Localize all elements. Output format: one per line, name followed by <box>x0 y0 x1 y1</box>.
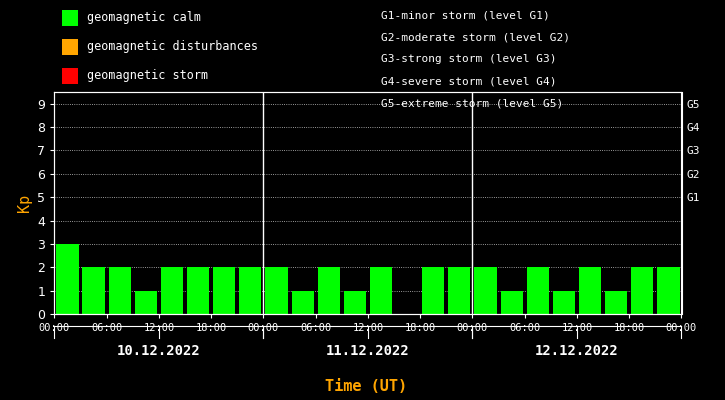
Text: G3-strong storm (level G3): G3-strong storm (level G3) <box>381 54 556 64</box>
Bar <box>213 267 236 314</box>
Text: geomagnetic storm: geomagnetic storm <box>87 69 208 82</box>
Y-axis label: Kp: Kp <box>17 194 32 212</box>
Text: G1-minor storm (level G1): G1-minor storm (level G1) <box>381 10 550 20</box>
Text: 11.12.2022: 11.12.2022 <box>326 344 410 358</box>
Bar <box>422 267 444 314</box>
Bar <box>344 291 366 314</box>
Bar <box>239 267 262 314</box>
Bar <box>135 291 157 314</box>
Bar <box>265 267 288 314</box>
Text: 12.12.2022: 12.12.2022 <box>535 344 619 358</box>
Bar <box>605 291 627 314</box>
Bar <box>631 267 653 314</box>
Bar <box>579 267 601 314</box>
Text: Time (UT): Time (UT) <box>325 379 407 394</box>
Bar <box>161 267 183 314</box>
Bar <box>500 291 523 314</box>
Text: geomagnetic disturbances: geomagnetic disturbances <box>87 40 258 53</box>
Bar <box>109 267 130 314</box>
Bar <box>187 267 210 314</box>
Text: G5-extreme storm (level G5): G5-extreme storm (level G5) <box>381 98 563 108</box>
Bar <box>83 267 104 314</box>
Bar <box>526 267 549 314</box>
Bar <box>552 291 575 314</box>
Bar <box>291 291 314 314</box>
Text: 10.12.2022: 10.12.2022 <box>117 344 201 358</box>
Text: G4-severe storm (level G4): G4-severe storm (level G4) <box>381 76 556 86</box>
Bar <box>318 267 340 314</box>
Bar <box>370 267 392 314</box>
Text: G2-moderate storm (level G2): G2-moderate storm (level G2) <box>381 32 570 42</box>
Bar <box>658 267 679 314</box>
Bar <box>448 267 471 314</box>
Bar <box>57 244 78 314</box>
Bar <box>474 267 497 314</box>
Text: geomagnetic calm: geomagnetic calm <box>87 12 201 24</box>
